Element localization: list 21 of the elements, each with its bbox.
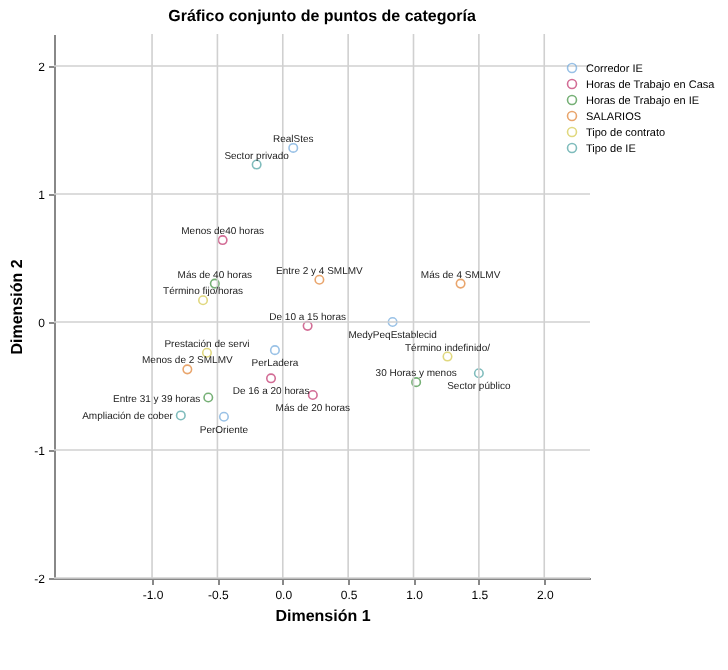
point: [455, 278, 466, 289]
point: [411, 377, 422, 388]
point: [197, 295, 209, 306]
point: [307, 389, 318, 400]
point: [175, 410, 186, 421]
point: [203, 392, 214, 403]
point: [302, 320, 313, 331]
chart-title: Gráfico conjunto de puntos de categoría: [168, 7, 477, 26]
point: [217, 235, 228, 246]
y-axis-title: Dimensión 2: [8, 258, 27, 355]
point: [473, 368, 484, 379]
point: [442, 351, 453, 362]
point: [265, 373, 277, 384]
point: [251, 159, 262, 170]
point: [387, 316, 398, 328]
point: [218, 411, 229, 422]
point: [288, 142, 299, 153]
point: [269, 345, 280, 356]
point: [182, 364, 193, 375]
point: [314, 274, 325, 285]
x-axis-title: Dimensión 1: [275, 607, 372, 625]
